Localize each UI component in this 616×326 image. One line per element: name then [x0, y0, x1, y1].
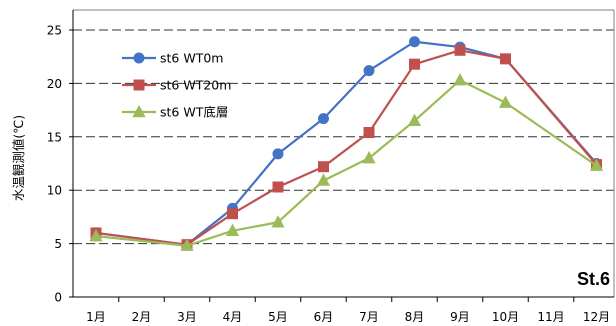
- data-point: [498, 95, 513, 108]
- data-point: [500, 53, 511, 65]
- x-tick-label: 8月: [405, 310, 425, 324]
- y-tick-label: 10: [47, 184, 62, 198]
- y-tick-label: 0: [54, 291, 62, 305]
- legend-label: st6 WT20m: [160, 78, 231, 93]
- x-tick-label: 9月: [450, 310, 470, 324]
- data-point: [318, 113, 329, 125]
- data-point: [318, 161, 329, 173]
- y-tick-label: 15: [47, 130, 62, 144]
- data-point: [407, 113, 422, 126]
- data-point: [272, 181, 284, 193]
- series-group: [90, 36, 602, 251]
- legend-label: st6 WT底層: [160, 105, 228, 120]
- data-point: [589, 158, 604, 171]
- y-tick-label: 20: [47, 77, 62, 91]
- data-point: [271, 215, 285, 228]
- series-group: [90, 44, 602, 251]
- x-tick-label: 12月: [583, 310, 610, 324]
- series-line: [95, 79, 598, 247]
- x-tick-label: 6月: [314, 310, 334, 324]
- data-point: [453, 73, 467, 86]
- data-point: [180, 238, 194, 251]
- legend-item: st6 WT底層: [122, 105, 228, 120]
- series-line: [95, 40, 598, 246]
- gridlines: [73, 29, 614, 245]
- x-tick-label: 7月: [359, 310, 379, 324]
- x-tick-label: 10月: [492, 310, 519, 324]
- data-point: [133, 52, 145, 64]
- y-tick-label: 25: [47, 24, 62, 38]
- x-tick-label: 3月: [177, 310, 197, 324]
- legend-item: st6 WT0m: [122, 51, 223, 66]
- series-line: [95, 49, 598, 246]
- x-tick-label: 4月: [223, 310, 243, 324]
- data-point: [272, 148, 284, 160]
- x-tick-label: 11月: [537, 310, 564, 324]
- x-tick-label: 1月: [86, 310, 106, 324]
- data-point: [225, 223, 240, 236]
- y-tick-label: 5: [54, 237, 62, 251]
- station-annotation: St.6: [577, 269, 610, 289]
- data-point: [363, 65, 375, 77]
- data-point: [132, 104, 146, 118]
- data-point: [362, 150, 376, 164]
- data-point: [316, 173, 331, 186]
- axes: 0 5 10 15 20 25 1月 2月 3月 4月 5月 6月 7月 8月 9月 10月 11月 12月: [47, 9, 615, 324]
- x-tick-label: 2月: [132, 310, 152, 324]
- data-point: [227, 208, 238, 220]
- data-point: [133, 79, 145, 91]
- y-axis-label: 水温観測値(℃): [11, 115, 26, 201]
- x-tick-label: 5月: [268, 310, 288, 324]
- data-point: [409, 58, 420, 70]
- data-point: [454, 44, 466, 56]
- series-layer: [89, 36, 604, 251]
- data-point: [89, 228, 103, 242]
- legend-item: st6 WT20m: [122, 78, 231, 93]
- legend-label: st6 WT0m: [160, 51, 223, 66]
- series-group: [89, 73, 604, 251]
- data-point: [363, 127, 375, 139]
- data-point: [409, 36, 420, 48]
- legend: st6 WT0m st6 WT20m st6 WT底層: [122, 51, 231, 120]
